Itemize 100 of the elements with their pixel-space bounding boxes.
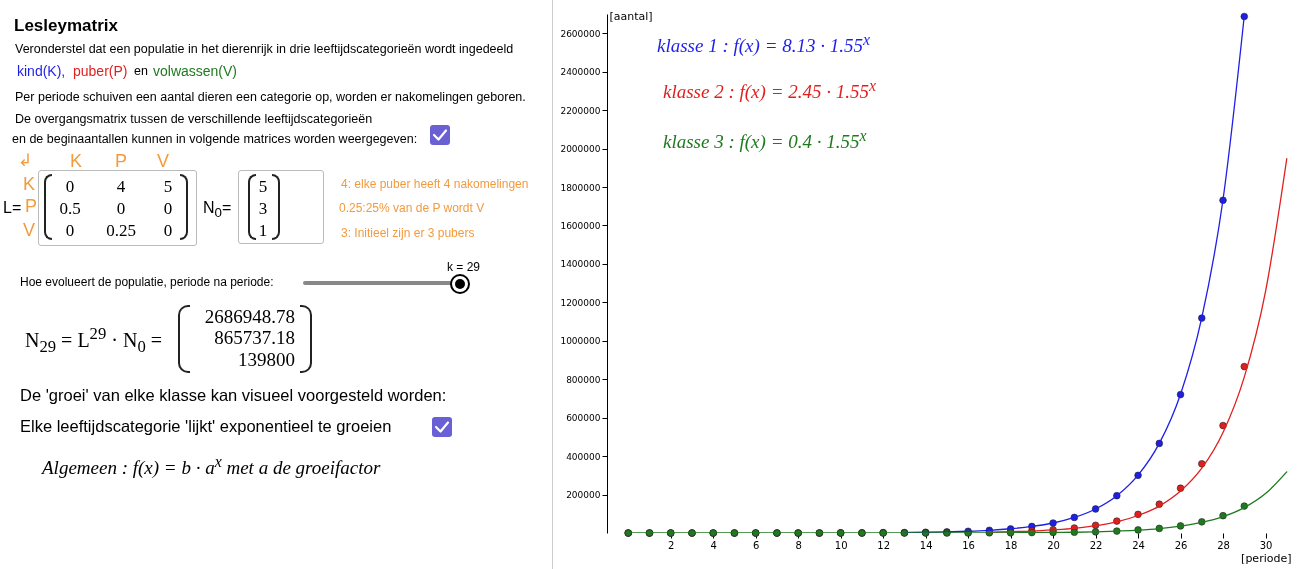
point <box>1240 362 1248 371</box>
text: puber(P) <box>73 63 128 79</box>
x-tick-label: 6 <box>753 539 760 551</box>
point <box>1134 526 1142 534</box>
point <box>1198 518 1206 526</box>
x-tick-label: 4 <box>710 539 717 551</box>
text: 0.25:25% van de P wordt V <box>339 201 485 215</box>
point <box>1091 528 1100 536</box>
point <box>1176 522 1185 530</box>
text: 0 <box>137 336 146 356</box>
y-tick-label: 1600000 <box>560 220 601 231</box>
y-tick-label: 2200000 <box>560 105 601 116</box>
x-tick-label: 30 <box>1259 539 1273 551</box>
y-tick-label: 1400000 <box>560 259 601 270</box>
text: ↲ <box>18 151 32 170</box>
text: V <box>157 151 170 171</box>
point <box>1176 390 1185 399</box>
x-tick-label: 24 <box>1132 539 1145 551</box>
x-axis-title: [periode] <box>1241 551 1292 565</box>
text: 5 <box>258 177 268 196</box>
annotation: klasse 1 : f(x) = 8.13 · 1.55$^{x}$ <box>657 31 870 57</box>
x-tick-label: 20 <box>1047 539 1060 551</box>
text: 0 <box>65 177 75 196</box>
point <box>1240 12 1248 21</box>
text: 5 <box>163 177 173 196</box>
x-tick-label: 18 <box>1004 539 1018 551</box>
x-tick-label: 28 <box>1217 539 1230 551</box>
point <box>1134 471 1142 479</box>
x-tick-label: 26 <box>1174 539 1188 551</box>
text: L= <box>3 199 22 216</box>
x-tick-label: 10 <box>834 539 848 551</box>
text: k = 29 <box>447 260 481 274</box>
text: 0 <box>214 205 222 221</box>
text: K <box>70 151 83 171</box>
text: en de beginaantallen kunnen in volgende matrices worden weergegeven: <box>12 132 418 146</box>
y-tick-label: 2600000 <box>560 28 601 39</box>
y-tick-label: 1800000 <box>560 182 601 193</box>
text: 139800 <box>238 349 295 370</box>
text: volwassen(V) <box>153 63 238 79</box>
point <box>1155 524 1163 533</box>
text: Veronderstel dat een populatie in het dierenrijk in drie leeftijdscategorieën wordt ingedeeld <box>15 42 514 56</box>
y-tick-label: 2400000 <box>560 67 601 78</box>
y-tick-label: 1000000 <box>560 336 601 347</box>
point <box>1155 500 1163 508</box>
text: Hoe evolueert de populatie, periode na periode: <box>20 275 274 289</box>
text: P <box>25 196 38 216</box>
text: De overgangsmatrix tussen de verschillende leeftijdscategorieën <box>15 112 373 126</box>
text: 0 <box>65 221 75 240</box>
x-tick-label: 12 <box>877 539 891 551</box>
text: 0 <box>116 199 126 218</box>
text: Elke leeftijdscategorie 'lijkt' exponentieel te groeien <box>20 417 392 435</box>
text: De 'groei' van elke klasse kan visueel voorgesteld worden: <box>20 386 447 404</box>
point <box>1219 196 1227 204</box>
text: 865737.18 <box>214 327 295 348</box>
x-tick-label: 8 <box>795 539 802 551</box>
text: 2686948.78 <box>204 306 295 327</box>
y-tick-label: 2000000 <box>560 144 601 155</box>
point <box>1070 513 1078 522</box>
x-tick-label: 14 <box>919 539 933 551</box>
point <box>1240 502 1248 510</box>
point <box>1070 528 1078 536</box>
y-tick-label: 800000 <box>566 374 601 385</box>
point <box>1198 314 1206 322</box>
y-tick-label: 200000 <box>566 490 601 501</box>
point <box>1113 517 1121 525</box>
point <box>1155 439 1163 448</box>
point <box>1198 460 1206 468</box>
point <box>1113 527 1121 535</box>
text: 0 <box>163 199 173 218</box>
text: Algemeen : f(x) = b · a$^{x}$ met a de groeifactor <box>42 453 381 479</box>
point <box>1134 510 1142 518</box>
text: 4 <box>116 177 126 196</box>
point <box>1219 512 1227 520</box>
text: 0 <box>163 221 173 240</box>
text: 1 <box>258 221 268 240</box>
point <box>1176 484 1185 492</box>
text: 0.5 <box>59 199 81 218</box>
text: K <box>23 174 36 194</box>
text: en <box>134 64 148 78</box>
text: 3: Initieel zijn er 3 pubers <box>341 226 475 240</box>
annotation: klasse 3 : f(x) = 0.4 · 1.55$^{x}$ <box>663 127 867 153</box>
text: V <box>23 220 36 240</box>
x-tick-label: 22 <box>1089 539 1103 551</box>
text: kind(K), <box>17 63 66 79</box>
text: 4: elke puber heeft 4 nakomelingen <box>341 177 529 191</box>
x-tick-label: 16 <box>962 539 975 551</box>
text: P <box>115 151 128 171</box>
x-tick-label: 2 <box>668 539 675 551</box>
text: 3 <box>258 199 268 218</box>
y-tick-label: 1200000 <box>560 297 601 308</box>
annotation: klasse 2 : f(x) = 2.45 · 1.55$^{x}$ <box>663 77 876 103</box>
point <box>1219 421 1227 430</box>
point <box>1049 519 1057 527</box>
text: Per periode schuiven een aantal dieren een categorie op, worden er nakomelingen geboren. <box>15 90 526 104</box>
point <box>1113 492 1121 500</box>
text: 0.25 <box>106 221 136 240</box>
y-axis-title: [aantal] <box>609 9 653 23</box>
text: Lesleymatrix <box>14 16 118 35</box>
y-tick-label: 600000 <box>566 413 601 424</box>
point <box>1091 505 1100 513</box>
